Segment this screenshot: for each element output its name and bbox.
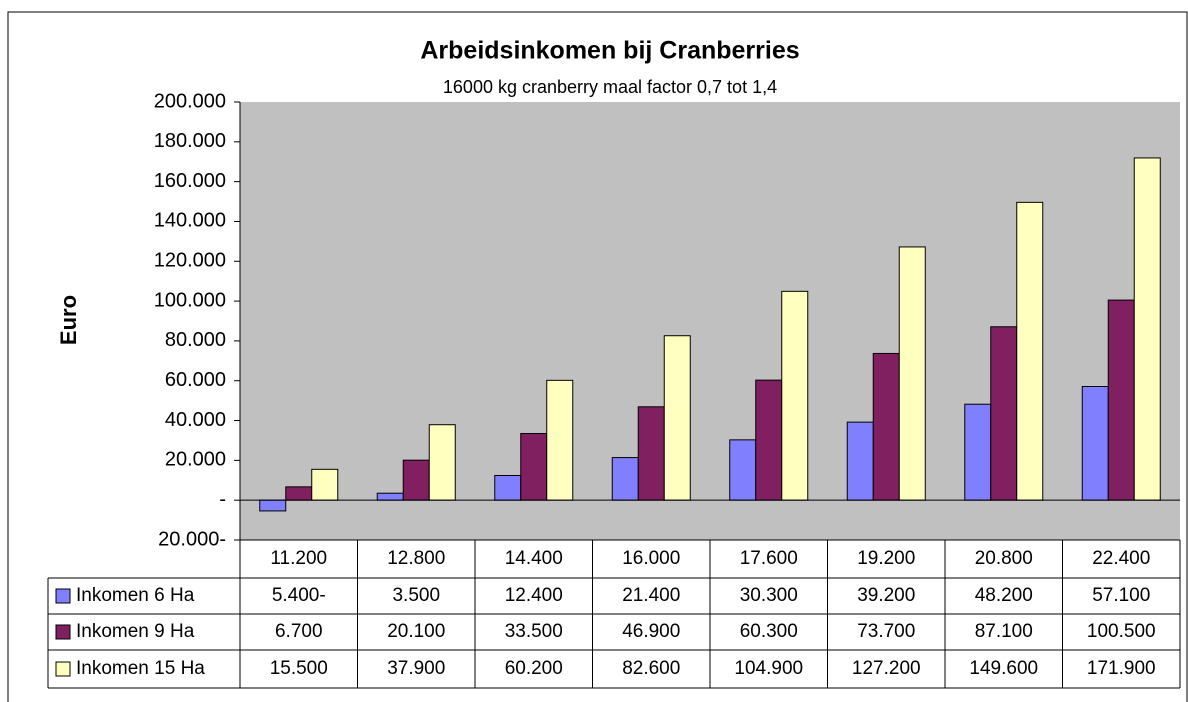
y-tick-label: 20.000 [165, 449, 226, 471]
bar [637, 406, 665, 501]
y-tick-label: 140.000 [154, 210, 226, 232]
bar [494, 474, 522, 501]
chart-subtitle: 16000 kg cranberry maal factor 0,7 tot 1… [443, 77, 777, 97]
bar [402, 459, 430, 501]
table-value: 39.200 [857, 585, 915, 606]
bar [846, 421, 874, 501]
table-value: 5.400- [272, 585, 326, 606]
x-tick-label: 14.400 [505, 548, 563, 569]
bar [1081, 386, 1109, 501]
table-value: 48.200 [975, 585, 1033, 606]
table-value: 87.100 [975, 621, 1033, 642]
table-value: 127.200 [852, 658, 921, 679]
bar [611, 457, 639, 501]
bar [990, 326, 1018, 501]
bar [428, 424, 456, 501]
bar [1107, 299, 1135, 501]
bar [546, 379, 574, 501]
bar [755, 379, 783, 501]
bar [311, 468, 339, 501]
bar [376, 492, 404, 501]
y-tick-label: 40.000 [165, 409, 226, 431]
x-tick-label: 12.800 [387, 548, 445, 569]
bar [1133, 157, 1161, 501]
y-tick-label: 60.000 [165, 369, 226, 391]
bar [1016, 201, 1044, 501]
table-value: 100.500 [1087, 621, 1156, 642]
table-value: 15.500 [270, 658, 328, 679]
x-tick-label: 17.600 [740, 548, 798, 569]
y-tick-label: - [219, 488, 226, 510]
table-value: 171.900 [1087, 658, 1156, 679]
table-value: 21.400 [622, 585, 680, 606]
legend-swatch [55, 588, 71, 604]
table-value: 57.100 [1092, 585, 1150, 606]
table-value: 46.900 [622, 621, 680, 642]
table-value: 6.700 [275, 621, 323, 642]
bar [898, 246, 926, 501]
table-value: 104.900 [734, 658, 803, 679]
table-value: 37.900 [387, 658, 445, 679]
x-tick-label: 16.000 [622, 548, 680, 569]
x-tick-label: 11.200 [270, 548, 327, 569]
y-tick-label: 20.000- [158, 528, 226, 550]
y-tick-label: 120.000 [154, 250, 226, 272]
table-value: 149.600 [969, 658, 1038, 679]
y-tick-label: 180.000 [154, 130, 226, 152]
y-tick-label: 80.000 [165, 329, 226, 351]
bar [259, 499, 287, 512]
table-value: 60.200 [505, 658, 563, 679]
bar [663, 335, 691, 501]
bar [729, 439, 757, 501]
table-value: 30.300 [740, 585, 798, 606]
y-tick-label: 160.000 [154, 170, 226, 192]
table-value: 12.400 [505, 585, 563, 606]
x-tick-label: 19.200 [857, 548, 915, 569]
table-value: 20.100 [387, 621, 445, 642]
table-value: 82.600 [622, 658, 680, 679]
legend-label: Inkomen 9 Ha [76, 621, 195, 642]
table-value: 3.500 [392, 585, 440, 606]
bar [964, 403, 992, 501]
y-axis-label: Euro [56, 295, 81, 345]
legend-label: Inkomen 6 Ha [76, 585, 195, 606]
x-tick-label: 20.800 [975, 548, 1033, 569]
legend-swatch [55, 661, 71, 677]
bar [520, 432, 548, 501]
bar [781, 290, 809, 501]
table-value: 73.700 [857, 621, 915, 642]
bar [285, 486, 313, 501]
table-value: 33.500 [505, 621, 563, 642]
legend-swatch [55, 624, 71, 640]
y-tick-label: 100.000 [154, 289, 226, 311]
x-tick-label: 22.400 [1092, 548, 1150, 569]
table-value: 60.300 [740, 621, 798, 642]
y-tick-label: 200.000 [154, 90, 226, 112]
chart-title: Arbeidsinkomen bij Cranberries [420, 37, 799, 65]
legend-label: Inkomen 15 Ha [76, 658, 205, 679]
bar [872, 352, 900, 501]
